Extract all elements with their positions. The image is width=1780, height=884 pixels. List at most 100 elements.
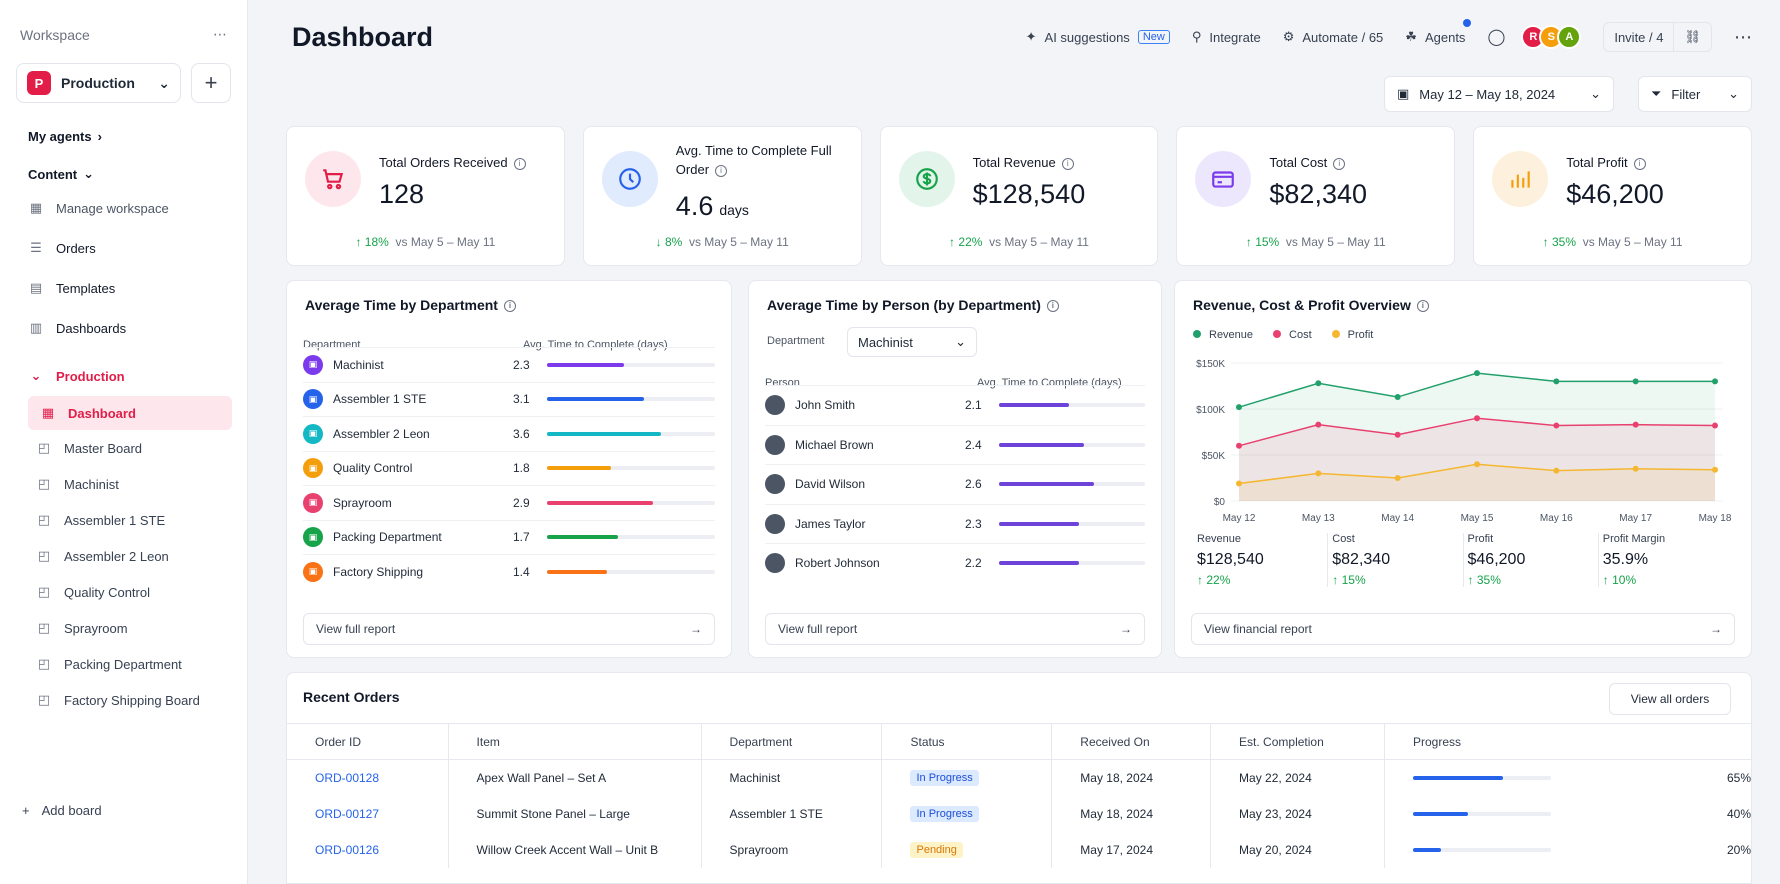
agents-button[interactable]: ☘ Agents [1405, 19, 1472, 45]
filter-button[interactable]: ⏷ Filter ⌄ [1638, 76, 1752, 112]
cell-item: Summit Stone Panel – Large [448, 795, 702, 832]
ai-suggestions-button[interactable]: ✦ AI suggestions New [1026, 29, 1170, 45]
department-icon: ▣ [303, 458, 323, 478]
summary-value: 35.9% [1602, 551, 1649, 568]
avg-time-value: 2.4 [965, 437, 982, 452]
bar-track [547, 466, 715, 470]
col-department: Department [303, 339, 361, 351]
bar-track [547, 569, 715, 574]
clock-icon [601, 151, 658, 207]
cell-progress: 40% [1385, 796, 1751, 832]
avatar [765, 553, 785, 573]
department-icon: ▣ [303, 423, 323, 444]
order-id-link[interactable]: ORD-00126 [315, 842, 380, 857]
panel-title: Revenue, Cost & Profit Overview i [1193, 297, 1429, 313]
bar-fill [547, 466, 611, 470]
view-full-report-button[interactable]: View full report → [765, 613, 1145, 645]
x-tick-label: May 17 [1619, 513, 1652, 524]
avg-time-value: 1.8 [513, 461, 530, 475]
chevron-right-icon: › [97, 129, 102, 144]
avatar [765, 513, 785, 534]
dashboards-icon: ▥ [29, 320, 43, 335]
kpi-value: $82,340 [1269, 179, 1367, 209]
kpi-label: Total Profit i [1566, 153, 1726, 172]
workspace-name: Production [61, 75, 135, 91]
progress-percent: 20% [1726, 842, 1751, 857]
link-icon[interactable]: ⛓ [1673, 23, 1711, 51]
sidebar-item-board[interactable]: ◰ Master Board [16, 430, 231, 466]
series-area-profit [1239, 464, 1715, 501]
arrow-right-icon: → [1710, 622, 1722, 636]
plug-icon: ⚲ [1191, 29, 1202, 44]
sidebar-item-board[interactable]: ◰ Factory Shipping Board [16, 682, 231, 718]
person-row: Robert Johnson 2.2 [765, 543, 1145, 582]
data-point-revenue [1474, 370, 1480, 377]
sidebar-item-board[interactable]: ◰ Packing Department [16, 646, 231, 682]
view-all-orders-button[interactable]: View all orders [1609, 683, 1731, 715]
table-row[interactable]: ORD-00127 Summit Stone Panel – Large Assem… [287, 795, 1751, 832]
add-board-button[interactable]: + Add board [22, 803, 102, 818]
content-section[interactable]: Content ⌄ [28, 166, 231, 182]
sidebar-item-dashboards[interactable]: ▥ Dashboards [16, 308, 231, 348]
cell-id: ORD-00127 [287, 795, 449, 832]
sparkle-icon: ✦ [1025, 29, 1037, 44]
grid-dots-icon[interactable]: ⋯ [213, 26, 227, 42]
dept-row: ▣ Quality Control 1.8 [303, 450, 715, 485]
department-value: Machinist [858, 334, 913, 350]
view-financial-report-button[interactable]: View financial report → [1191, 613, 1735, 645]
integrate-button[interactable]: ⚲ Integrate [1192, 29, 1261, 45]
sidebar-item-manage-workspace[interactable]: ▦ Manage workspace [16, 188, 231, 228]
data-point-revenue [1553, 378, 1560, 385]
progress-percent: 65% [1726, 770, 1751, 785]
data-point-profit [1394, 475, 1401, 481]
new-badge: New [1137, 30, 1170, 44]
grid-icon: ▦ [29, 200, 43, 215]
chat-icon[interactable]: ◯ [1487, 29, 1506, 46]
sidebar-item-orders[interactable]: ☰ Orders [16, 228, 231, 268]
x-tick-label: May 16 [1540, 513, 1573, 524]
date-range-picker[interactable]: ▣ May 12 – May 18, 2024 ⌄ [1384, 76, 1614, 112]
view-full-report-button[interactable]: View full report → [303, 613, 715, 645]
bar-track [999, 442, 1145, 447]
avatar [765, 434, 785, 455]
bar-track [547, 535, 715, 539]
x-tick-label: May 15 [1461, 513, 1494, 524]
order-id-link[interactable]: ORD-00128 [315, 770, 380, 785]
sidebar-item-board[interactable]: ▦ Dashboard [28, 396, 232, 430]
cell-status: In Progress [881, 759, 1053, 796]
kpi-label: Avg. Time to Complete Full Order i [675, 143, 832, 177]
table-row[interactable]: ORD-00126 Willow Creek Accent Wall – Unit… [287, 831, 1751, 868]
add-workspace-button[interactable]: + [191, 63, 231, 103]
avg-time-value: 2.3 [513, 357, 530, 372]
invite-button[interactable]: Invite / 4 [1614, 29, 1664, 45]
agents-label: Agents [1424, 29, 1466, 45]
agents-icon: ☘ [1405, 29, 1417, 44]
sidebar-item-board[interactable]: ◰ Quality Control [16, 574, 231, 610]
my-agents-label: My agents [28, 129, 92, 144]
bar-fill [999, 442, 1084, 447]
sidebar-item-board[interactable]: ◰ Sprayroom [16, 610, 231, 646]
data-point-revenue [1315, 380, 1322, 387]
avatar-group[interactable]: R S A [1521, 25, 1582, 49]
sidebar-item-templates[interactable]: ▤ Templates [16, 268, 231, 308]
bar-fill [999, 521, 1080, 526]
sidebar-item-production[interactable]: ⌄ Production [16, 356, 231, 396]
col-header: Order ID [287, 723, 449, 760]
arrow-up-icon: ↑ [1197, 573, 1207, 587]
more-icon[interactable]: ⋯ [1734, 26, 1752, 47]
sidebar-item-board[interactable]: ◰ Assembler 2 Leon [16, 538, 231, 574]
sidebar-item-board[interactable]: ◰ Assembler 1 STE [16, 502, 231, 538]
workspace-select[interactable]: P Production ⌄ [16, 63, 181, 103]
orders-icon: ☰ [30, 240, 42, 255]
table-row[interactable]: ORD-00128 Apex Wall Panel – Set A Machinis… [287, 759, 1751, 796]
my-agents-link[interactable]: My agents › [28, 129, 231, 144]
automate-button[interactable]: ⚙ Automate / 65 [1283, 29, 1384, 45]
legend-dot [1331, 330, 1340, 338]
sidebar: Workspace ⋯ P Production ⌄ + My agents › … [0, 0, 248, 884]
department-select[interactable]: Machinist ⌄ [847, 327, 977, 357]
board-icon: ◰ [37, 512, 51, 527]
kpi-value: $128,540 [972, 179, 1086, 209]
department-name: Packing Department [333, 530, 442, 544]
sidebar-item-board[interactable]: ◰ Machinist [16, 466, 231, 502]
order-id-link[interactable]: ORD-00127 [315, 806, 380, 821]
